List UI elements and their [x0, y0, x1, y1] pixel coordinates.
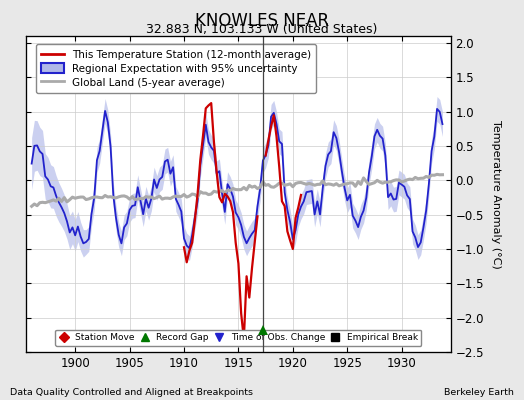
Y-axis label: Temperature Anomaly (°C): Temperature Anomaly (°C) — [491, 120, 501, 268]
Text: Berkeley Earth: Berkeley Earth — [444, 388, 514, 397]
Text: Data Quality Controlled and Aligned at Breakpoints: Data Quality Controlled and Aligned at B… — [10, 388, 254, 397]
Legend: Station Move, Record Gap, Time of Obs. Change, Empirical Break: Station Move, Record Gap, Time of Obs. C… — [56, 330, 421, 346]
Text: KNOWLES NEAR: KNOWLES NEAR — [195, 12, 329, 30]
Text: 32.883 N, 103.133 W (United States): 32.883 N, 103.133 W (United States) — [146, 23, 378, 36]
